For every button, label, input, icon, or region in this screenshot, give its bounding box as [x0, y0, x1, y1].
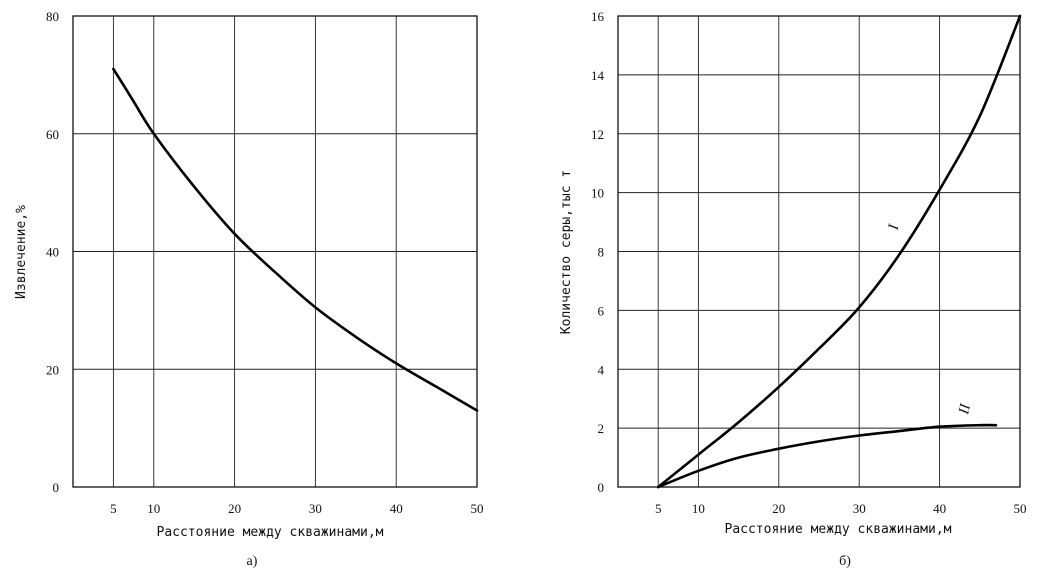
chart-a-series-line [112, 67, 479, 412]
chart-a-x-tick-label: 30 [309, 501, 322, 516]
chart-b-x-tick-label: 10 [692, 501, 705, 516]
chart-b-y-axis-label: Количество серы,тыс т [559, 170, 574, 334]
chart-a-x-tick-label: 40 [390, 501, 403, 516]
chart-a-y-tick-label: 0 [53, 480, 60, 495]
chart-b-x-tick-label: 30 [853, 501, 866, 516]
chart-a-y-tick-label: 20 [46, 362, 59, 377]
chart-b-y-tick-label: 0 [598, 480, 605, 495]
chart-b-x-tick-label: 20 [772, 501, 785, 516]
chart-b-y-tick-label: 14 [591, 68, 605, 83]
chart-a-y-axis-label: Извлечение,% [14, 205, 29, 299]
chart-a-y-tick-label: 40 [46, 245, 59, 260]
chart-b-x-tick-label: 50 [1014, 501, 1027, 516]
chart-b-y-tick-label: 16 [591, 9, 605, 24]
chart-b-y-tick-label: 10 [591, 186, 604, 201]
chart-a-x-tick-label: 20 [228, 501, 241, 516]
chart-b-x-axis-label: Расстояние между скважинами,м [725, 522, 952, 537]
chart-b-series-label-I: I [886, 222, 903, 232]
chart-b-x-tick-label: 40 [933, 501, 946, 516]
chart-b-series-line-II [656, 423, 998, 489]
chart-b-series-line-I [656, 14, 1022, 489]
chart-a-plot-frame [72, 15, 478, 488]
chart-a: 5 10 20 30 40 50 0 20 40 60 80 Расстояние между с… [14, 9, 484, 569]
chart-b-panel-label: б) [839, 554, 851, 569]
chart-a-x-axis-label: Расстояние между скважинами,м [157, 525, 384, 540]
chart-b-y-tick-labels: 0 2 4 6 8 10 12 14 16 [591, 9, 605, 495]
chart-a-x-tick-labels: 5 10 20 30 40 50 [110, 501, 483, 516]
chart-a-panel-label: а) [247, 554, 258, 569]
chart-b-x-tick-labels: 5 10 20 30 40 50 [655, 501, 1027, 516]
chart-a-y-tick-labels: 0 20 40 60 80 [46, 9, 59, 495]
chart-b-x-tick-label: 5 [655, 501, 662, 516]
chart-a-grid [73, 15, 478, 488]
chart-a-y-tick-label: 60 [46, 127, 59, 142]
chart-a-x-tick-label: 5 [110, 501, 117, 516]
chart-a-x-tick-label: 10 [147, 501, 160, 516]
chart-a-series [112, 67, 479, 412]
chart-b-y-tick-label: 8 [598, 245, 605, 260]
chart-b-y-tick-label: 4 [598, 362, 605, 377]
chart-a-x-tick-label: 50 [471, 501, 484, 516]
chart-b-y-tick-label: 2 [598, 421, 605, 436]
chart-b: 5 10 20 30 40 50 0 2 4 6 8 10 12 14 16 I II Расстояни… [559, 9, 1027, 569]
chart-b-grid [618, 15, 1021, 488]
chart-b-series-label-II: II [956, 402, 974, 417]
chart-b-series [656, 14, 1022, 489]
chart-b-y-tick-label: 6 [598, 303, 605, 318]
chart-b-y-tick-label: 12 [591, 127, 604, 142]
chart-a-y-tick-label: 80 [46, 9, 59, 24]
chart-b-plot-frame [617, 15, 1021, 488]
